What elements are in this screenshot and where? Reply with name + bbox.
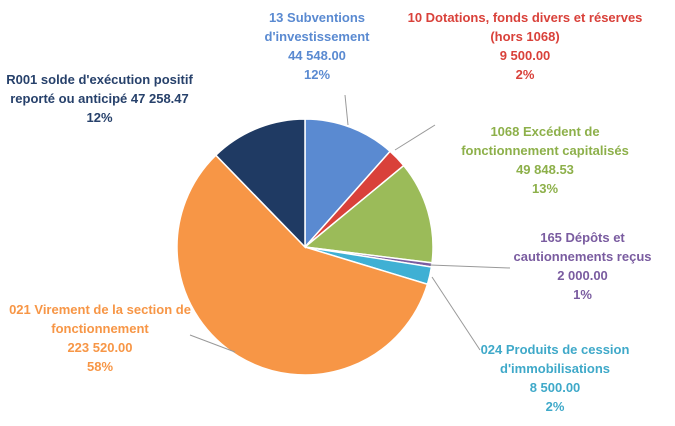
pie-slice — [176, 154, 429, 376]
percentage-label: 2% — [515, 67, 535, 82]
pie-slice — [304, 118, 392, 249]
pie-slice — [303, 164, 434, 264]
leader-line — [431, 276, 481, 351]
value-label: 47 258.47 — [130, 91, 189, 106]
slice-label: 1068 Excédent de fonctionnement capitali… — [455, 122, 635, 198]
percentage-label: 58% — [86, 359, 114, 374]
value-label: 2 000.00 — [557, 268, 608, 283]
value-label: 49 848.53 — [516, 162, 574, 177]
category-label: R001 solde d'exécution positif reporté o… — [6, 72, 193, 106]
value-label: 44 548.00 — [288, 48, 346, 63]
slice-label: R001 solde d'exécution positif reporté o… — [2, 70, 197, 127]
category-label: 1068 Excédent de fonctionnement capitali… — [461, 124, 629, 158]
slice-label: 13 Subventions d'investissement 44 548.00… — [232, 8, 402, 84]
category-label: 13 Subventions d'investissement — [264, 10, 370, 44]
slice-label: 024 Produits de cession d'immobilisation… — [440, 340, 670, 416]
value-label: 223 520.00 — [67, 340, 133, 355]
percentage-label: 13% — [531, 181, 559, 196]
percentage-label: 12% — [86, 110, 113, 125]
leader-line — [429, 264, 511, 269]
value-label: 8 500.00 — [529, 380, 581, 395]
percentage-label: 12% — [303, 67, 331, 82]
percentage-label: 1% — [573, 287, 592, 302]
category-label: 10 Dotations, fonds divers et réserves (… — [407, 10, 643, 44]
slice-label: 165 Dépôts et cautionnements reçus 2 000.… — [490, 228, 675, 304]
category-label: 165 Dépôts et cautionnements reçus — [513, 230, 652, 264]
leader-line — [344, 94, 349, 126]
slice-label: 10 Dotations, fonds divers et réserves (… — [400, 8, 650, 84]
percentage-label: 2% — [545, 399, 565, 414]
leader-line — [189, 334, 236, 353]
category-label: 024 Produits de cession d'immobilisation… — [480, 342, 630, 376]
pie-slice — [214, 118, 306, 249]
category-label: 021 Virement de la section de fonctionne… — [9, 302, 191, 336]
value-label: 9 500.00 — [499, 48, 551, 63]
slice-label: 021 Virement de la section de fonctionne… — [5, 300, 195, 376]
leader-line — [394, 124, 436, 151]
